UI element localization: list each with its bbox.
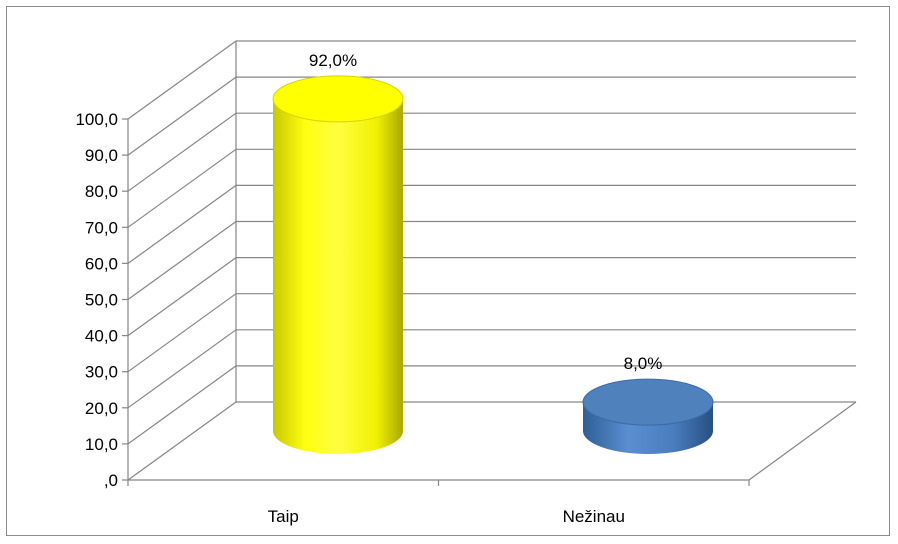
bar-top (582, 378, 714, 426)
floor-left-edge (127, 401, 237, 481)
gridline-side (127, 365, 237, 445)
x-tick-label: Nežinau (563, 507, 625, 526)
gridline-side (127, 40, 237, 120)
y-tick-label: 10,0 (85, 435, 118, 454)
y-tick-label: 20,0 (85, 399, 118, 418)
gridline-side (127, 76, 237, 156)
y-tick-label: 100,0 (75, 110, 118, 129)
y-tick-label: ,0 (104, 471, 118, 490)
y-tick-label: 50,0 (85, 291, 118, 310)
gridline-side (127, 184, 237, 264)
data-label: 8,0% (624, 354, 663, 373)
bar-body (273, 98, 403, 454)
y-tick-label: 60,0 (85, 254, 118, 273)
bar-taip (272, 75, 404, 454)
bar-body (583, 402, 713, 454)
gridline-side (127, 257, 237, 337)
bar-top (272, 75, 404, 123)
gridline-side (127, 148, 237, 228)
gridline-side (127, 329, 237, 409)
bars (272, 75, 714, 454)
floor-right-edge (748, 401, 857, 481)
gridline-side (127, 293, 237, 373)
data-label: 92,0% (309, 51, 357, 70)
bar-nežinau (582, 378, 714, 454)
y-tick-label: 80,0 (85, 182, 118, 201)
gridline-side (127, 221, 237, 300)
axes (122, 41, 857, 486)
chart-area (6, 6, 890, 536)
gridlines (127, 40, 856, 445)
y-tick-label: 70,0 (85, 218, 118, 237)
y-tick-label: 30,0 (85, 363, 118, 382)
x-tick-label: Taip (268, 507, 299, 526)
gridline-side (127, 112, 237, 192)
y-tick-label: 90,0 (85, 146, 118, 165)
y-tick-label: 40,0 (85, 327, 118, 346)
labels: ,0 10,0 20,0 30,0 40,0 50,0 60,0 70,0 80,0 90,0 10… (75, 51, 662, 526)
